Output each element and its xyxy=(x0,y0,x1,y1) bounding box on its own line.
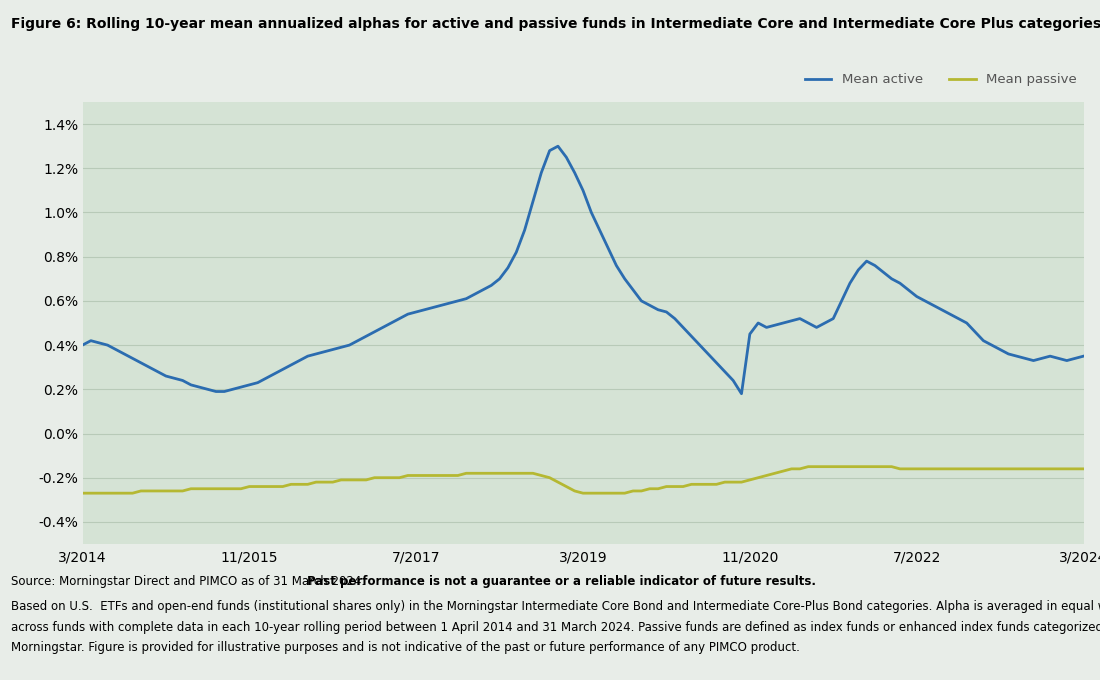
Text: Figure 6: Rolling 10-year mean annualized alphas for active and passive funds in: Figure 6: Rolling 10-year mean annualize… xyxy=(11,17,1100,31)
Text: Morningstar. Figure is provided for illustrative purposes and is not indicative : Morningstar. Figure is provided for illu… xyxy=(11,641,800,654)
Text: Past performance is not a guarantee or a reliable indicator of future results.: Past performance is not a guarantee or a… xyxy=(307,575,816,588)
Legend: Mean active, Mean passive: Mean active, Mean passive xyxy=(805,73,1077,86)
Text: across funds with complete data in each 10-year rolling period between 1 April 2: across funds with complete data in each … xyxy=(11,621,1100,634)
Text: Based on U.S.  ETFs and open-end funds (institutional shares only) in the Mornin: Based on U.S. ETFs and open-end funds (i… xyxy=(11,600,1100,613)
Text: Source: Morningstar Direct and PIMCO as of 31 March 2024.: Source: Morningstar Direct and PIMCO as … xyxy=(11,575,368,588)
